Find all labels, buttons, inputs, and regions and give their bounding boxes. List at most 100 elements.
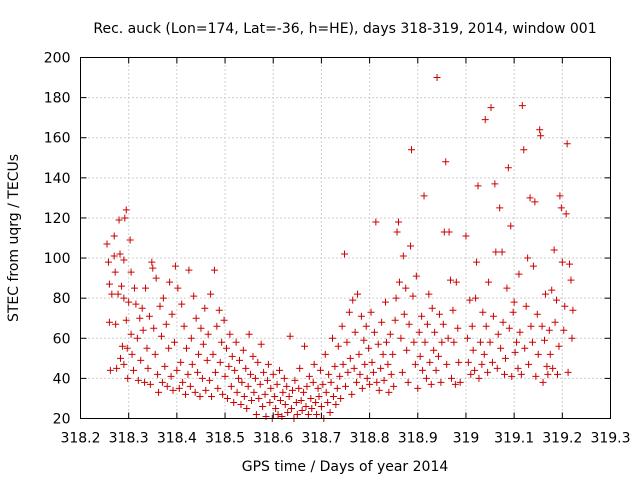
data-point (476, 338, 484, 346)
data-point (501, 354, 509, 362)
data-point (384, 360, 392, 368)
data-point (353, 378, 361, 386)
data-point (485, 278, 493, 286)
data-point (537, 132, 545, 140)
data-point (399, 252, 407, 260)
data-point (365, 344, 373, 352)
data-point (252, 410, 260, 418)
data-point (511, 348, 519, 356)
data-point (428, 304, 436, 312)
data-point (400, 310, 408, 318)
data-point (425, 290, 433, 298)
data-point (288, 404, 296, 412)
data-point (124, 374, 132, 382)
data-point (534, 350, 542, 358)
data-point (157, 332, 165, 340)
data-point (410, 338, 418, 346)
data-point (497, 344, 505, 352)
data-point (532, 372, 540, 380)
data-point (462, 232, 470, 240)
data-point (434, 352, 442, 360)
data-point (120, 256, 128, 264)
data-point (310, 360, 318, 368)
data-point (504, 164, 512, 172)
data-point (106, 366, 114, 374)
data-point (356, 370, 364, 378)
data-point (274, 410, 282, 418)
x-tick-label: 319.1 (494, 431, 534, 447)
data-point (422, 374, 430, 382)
data-point (508, 372, 516, 380)
data-point (254, 358, 262, 366)
data-point (362, 322, 370, 330)
data-point (451, 380, 459, 388)
data-point (484, 368, 492, 376)
data-point (427, 380, 435, 388)
data-point (538, 322, 546, 330)
data-point (145, 312, 153, 320)
data-point (514, 364, 522, 372)
data-point (167, 372, 175, 380)
data-point (116, 250, 124, 258)
data-point (248, 396, 256, 404)
data-point (339, 360, 347, 368)
data-point (186, 382, 194, 390)
data-point (489, 312, 497, 320)
data-point (304, 410, 312, 418)
data-point (110, 252, 118, 260)
data-point (190, 292, 198, 300)
data-point (103, 240, 111, 248)
data-point (521, 344, 529, 352)
data-point (159, 294, 167, 302)
data-point (329, 392, 337, 400)
data-point (127, 268, 135, 276)
data-point (553, 296, 561, 304)
data-point (155, 388, 163, 396)
data-point (142, 284, 150, 292)
data-point (104, 258, 112, 266)
data-point (199, 340, 207, 348)
data-point (373, 378, 381, 386)
data-point (331, 362, 339, 370)
data-point (474, 182, 482, 190)
data-point (117, 282, 125, 290)
x-tick-label: 318.8 (350, 431, 390, 447)
data-point (346, 354, 354, 362)
data-point (191, 388, 199, 396)
data-point (488, 358, 496, 366)
data-point (420, 192, 428, 200)
data-point (259, 402, 267, 410)
data-point (276, 396, 284, 404)
data-point (554, 370, 561, 378)
data-point (478, 360, 486, 368)
data-point (338, 322, 346, 330)
data-point (171, 262, 179, 270)
y-tick-label: 100 (44, 251, 71, 267)
data-point (121, 214, 129, 222)
data-point (415, 328, 423, 336)
data-point (122, 316, 130, 324)
data-point (403, 346, 411, 354)
data-point (545, 326, 553, 334)
data-point (513, 338, 521, 346)
data-point (264, 360, 272, 368)
data-point (528, 338, 536, 346)
chart-title: Rec. auck (Lon=174, Lat=-36, h=HE), days… (93, 21, 596, 37)
y-tick-label: 80 (53, 291, 71, 307)
data-point (211, 368, 219, 376)
data-point (123, 344, 131, 352)
y-tick-label: 160 (44, 131, 71, 147)
data-point (386, 330, 394, 338)
data-point (518, 102, 526, 110)
data-point (482, 322, 490, 330)
data-point (226, 330, 234, 338)
data-point (255, 394, 263, 402)
data-point (433, 74, 441, 82)
data-point (412, 272, 420, 280)
data-point (237, 400, 245, 408)
data-point (539, 378, 547, 386)
data-point (279, 388, 287, 396)
data-point (187, 334, 195, 342)
data-point (493, 364, 501, 372)
data-point (166, 278, 174, 286)
